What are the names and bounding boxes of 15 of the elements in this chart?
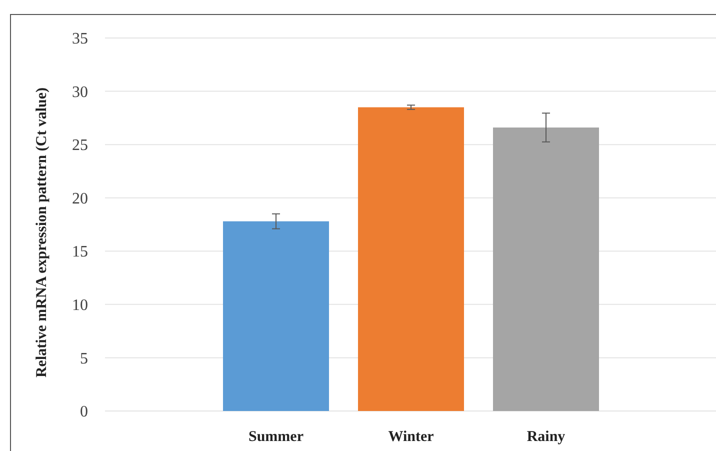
y-tick-label: 30 (72, 84, 88, 101)
y-tick-label: 25 (72, 137, 88, 154)
x-tick-label: Summer (248, 429, 304, 445)
y-tick-label: 20 (72, 190, 88, 208)
y-tick-label: 0 (80, 404, 88, 421)
y-tick-label: 35 (72, 30, 88, 48)
y-tick-label: 15 (72, 244, 88, 261)
bar (358, 107, 464, 411)
y-tick-label: 10 (72, 297, 88, 314)
y-tick-label: 5 (80, 350, 88, 368)
x-tick-label: Rainy (526, 429, 566, 445)
bar (493, 128, 599, 411)
x-tick-label: Winter (388, 429, 434, 445)
y-axis-title: Relative mRNA expression pattern (Ct value) (34, 87, 50, 378)
bar (223, 221, 329, 411)
